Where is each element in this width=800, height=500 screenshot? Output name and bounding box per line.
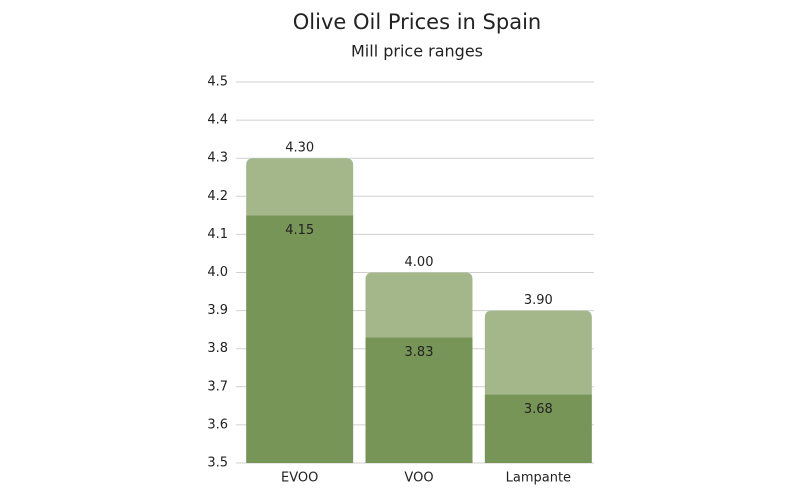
y-tick-label: 4.3	[207, 151, 228, 166]
x-tick-label: EVOO	[281, 471, 318, 486]
y-tick-label: 4.5	[207, 75, 228, 90]
base-bar	[365, 337, 473, 463]
base-bar	[246, 215, 354, 463]
value-label: 4.30	[285, 141, 314, 156]
y-tick-label: 3.5	[207, 456, 228, 471]
y-tick-label: 4.0	[207, 265, 228, 280]
x-tick-label: Lampante	[506, 471, 571, 486]
value-label: 3.90	[524, 293, 553, 308]
y-tick-label: 3.6	[207, 417, 228, 432]
y-tick-label: 4.1	[207, 227, 228, 242]
y-tick-label: 3.9	[207, 303, 228, 318]
value-label: 3.68	[524, 402, 553, 417]
y-tick-label: 4.4	[207, 113, 228, 128]
value-label: 4.00	[405, 255, 434, 270]
range-bar	[246, 158, 354, 216]
chart-subtitle: Mill price ranges	[351, 42, 483, 61]
chart-title: Olive Oil Prices in Spain	[293, 10, 541, 34]
base-bar	[484, 394, 592, 463]
value-label: 3.83	[405, 345, 434, 360]
range-bar	[484, 310, 592, 395]
value-label: 4.15	[285, 223, 314, 238]
range-bar	[365, 272, 473, 338]
x-tick-label: VOO	[404, 471, 433, 486]
y-tick-label: 4.2	[207, 189, 228, 204]
y-tick-label: 3.7	[207, 379, 228, 394]
y-tick-label: 3.8	[207, 341, 228, 356]
